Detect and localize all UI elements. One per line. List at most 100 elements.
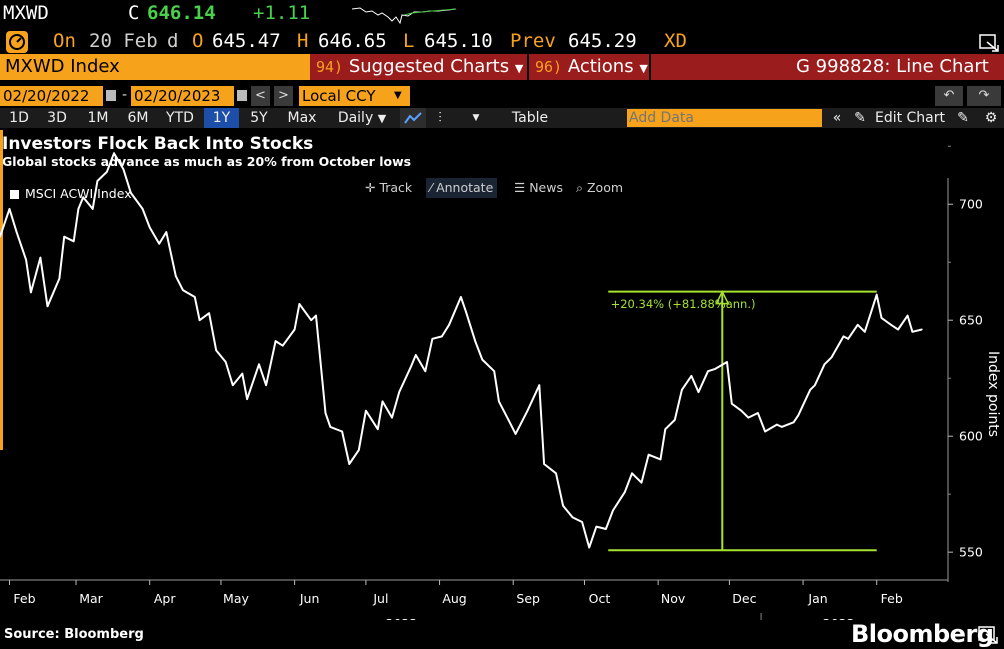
x-tick-label: Oct bbox=[589, 591, 611, 606]
chevron-down-icon: ▼ bbox=[394, 90, 402, 101]
x-tick-label: Apr bbox=[154, 591, 176, 606]
chevron-down-icon: ▼ bbox=[377, 112, 387, 125]
x-tick-label: Dec bbox=[732, 591, 756, 606]
crosshair-icon: ✛ bbox=[365, 180, 380, 195]
currency-select[interactable]: Local CCY ▼ bbox=[299, 86, 410, 106]
edit-chart-button[interactable]: Edit Chart bbox=[874, 110, 946, 126]
track-label: Track bbox=[379, 180, 413, 195]
source-note: Source: Bloomberg bbox=[4, 627, 144, 642]
menu-bar: MXWD Index 94) Suggested Charts ▼ 96) Ac… bbox=[0, 54, 1004, 80]
chart-subtitle: Global stocks advance as much as 20% fro… bbox=[2, 154, 412, 169]
x-tick-label: Jul bbox=[372, 591, 388, 606]
chevron-down-icon[interactable]: ▼ bbox=[472, 113, 480, 123]
add-data-input[interactable] bbox=[627, 109, 822, 127]
prev-range-button[interactable]: < bbox=[251, 86, 270, 106]
x-tick-label: Mar bbox=[79, 591, 103, 606]
high-label: H bbox=[297, 30, 309, 52]
x-tick-label: Aug bbox=[442, 591, 466, 606]
security-field[interactable]: MXWD Index bbox=[0, 54, 310, 80]
x-tick-label: Jun bbox=[299, 591, 320, 606]
quote-date: 20 Feb bbox=[89, 30, 158, 52]
period-max-button[interactable]: Max bbox=[287, 110, 317, 126]
prev-value: 645.29 bbox=[568, 30, 637, 52]
end-date-field[interactable]: 02/20/2023 bbox=[131, 86, 234, 106]
track-tool[interactable]: ✛ Track bbox=[361, 178, 416, 198]
start-date-field[interactable]: 02/20/2022 bbox=[0, 86, 103, 106]
expand-icon[interactable] bbox=[978, 32, 1000, 52]
calendar-icon[interactable] bbox=[106, 90, 116, 101]
period-1d-button[interactable]: 1D bbox=[9, 110, 29, 126]
chevron-down-icon: ▼ bbox=[639, 62, 648, 75]
legend-label: MSCI ACWI Index bbox=[25, 186, 132, 201]
suggested-charts-tag: 94) bbox=[316, 58, 344, 76]
exchange: XD bbox=[664, 30, 687, 52]
chevrons-left-icon[interactable]: « bbox=[832, 110, 842, 126]
news-tool[interactable]: ☰ News bbox=[510, 178, 567, 198]
period-3d-button[interactable]: 3D bbox=[47, 110, 67, 126]
x-tick-label: Nov bbox=[661, 591, 686, 606]
news-icon: ☰ bbox=[514, 180, 530, 195]
actions-menu[interactable]: 96) Actions ▼ bbox=[535, 54, 648, 80]
annotation-arrow-head bbox=[715, 289, 730, 305]
y-tick-label: 550 bbox=[959, 545, 983, 560]
ticker[interactable]: MXWD bbox=[3, 2, 49, 24]
chart-tools: ✛ Track ⁄ Annotate ☰ News ⌕ Zoom bbox=[361, 178, 631, 198]
annotate-label: Annotate bbox=[436, 180, 494, 195]
prev-label: Prev bbox=[510, 30, 556, 52]
y-tick-label: 600 bbox=[959, 429, 983, 444]
gear-icon[interactable]: ⚙ bbox=[984, 110, 998, 126]
chart-legend[interactable]: MSCI ACWI Index bbox=[10, 186, 132, 201]
ohlc-bar: On 20 Feb d O 645.47 H 646.65 L 645.10 P… bbox=[0, 29, 1004, 54]
last-price-label: C bbox=[128, 2, 140, 24]
alert-icon[interactable] bbox=[6, 31, 28, 53]
frequency-value: Daily bbox=[337, 110, 374, 126]
x-tick-label: May bbox=[223, 591, 249, 606]
news-label: News bbox=[529, 180, 563, 195]
calendar-icon[interactable] bbox=[237, 90, 247, 101]
frequency-select[interactable]: Daily ▼ bbox=[328, 108, 396, 128]
suggested-charts-menu[interactable]: 94) Suggested Charts ▼ bbox=[316, 54, 523, 80]
expand-icon[interactable] bbox=[977, 624, 1001, 644]
year-label: 2023 bbox=[823, 616, 855, 620]
settings-sliders-icon[interactable]: ⫶ bbox=[438, 110, 442, 126]
date-separator: - bbox=[122, 87, 128, 103]
table-button[interactable]: Table bbox=[511, 110, 549, 126]
price-change: +1.11 bbox=[253, 2, 311, 24]
brand-logo: Bloomberg bbox=[851, 620, 994, 648]
line-chart-type-button[interactable] bbox=[400, 108, 426, 128]
last-price: 646.14 bbox=[147, 2, 216, 24]
quote-date-suffix: d bbox=[167, 30, 179, 52]
annotation-label: +20.34% (+81.88%ann.) bbox=[611, 297, 756, 311]
year-label: 2022 bbox=[386, 616, 418, 620]
period-1y-button[interactable]: 1Y bbox=[204, 108, 239, 128]
period-1m-button[interactable]: 1M bbox=[87, 110, 109, 126]
x-tick-label: Feb bbox=[13, 591, 35, 606]
period-ytd-button[interactable]: YTD bbox=[166, 110, 194, 126]
undo-button[interactable]: ↶ bbox=[935, 86, 963, 106]
on-label: On bbox=[53, 30, 76, 52]
actions-tag: 96) bbox=[535, 58, 563, 76]
zoom-label: Zoom bbox=[586, 180, 624, 195]
period-5y-button[interactable]: 5Y bbox=[250, 110, 268, 126]
redo-button[interactable]: ↷ bbox=[967, 86, 1001, 106]
x-tick-label: Sep bbox=[516, 591, 540, 606]
x-tick-label: Jan bbox=[807, 591, 827, 606]
zoom-tool[interactable]: ⌕ Zoom bbox=[572, 178, 627, 198]
chart-title: Investors Flock Back Into Stocks bbox=[2, 134, 314, 154]
period-6m-button[interactable]: 6M bbox=[127, 110, 149, 126]
annotate-tool[interactable]: ⁄ Annotate bbox=[426, 178, 498, 198]
legend-swatch bbox=[10, 190, 19, 199]
x-tick-label: Feb bbox=[881, 591, 903, 606]
pencil-icon[interactable]: ✎ bbox=[854, 110, 866, 126]
series-line-msci-acwi bbox=[0, 152, 923, 549]
pen-icon: ⁄ bbox=[430, 180, 437, 195]
suggested-charts-label: Suggested Charts bbox=[348, 56, 510, 77]
y-axis-label: Index points bbox=[985, 351, 1001, 437]
divider bbox=[527, 54, 529, 80]
actions-label: Actions bbox=[567, 56, 634, 77]
edit-icon[interactable]: ✎ bbox=[957, 110, 969, 126]
line-chart: 550 600 650 700 Feb Mar Apr May Jun Jul Aug Sep Oct N… bbox=[0, 130, 983, 620]
currency-value: Local CCY bbox=[302, 87, 376, 105]
chevron-down-icon: ▼ bbox=[514, 62, 524, 75]
next-range-button[interactable]: > bbox=[274, 86, 293, 106]
